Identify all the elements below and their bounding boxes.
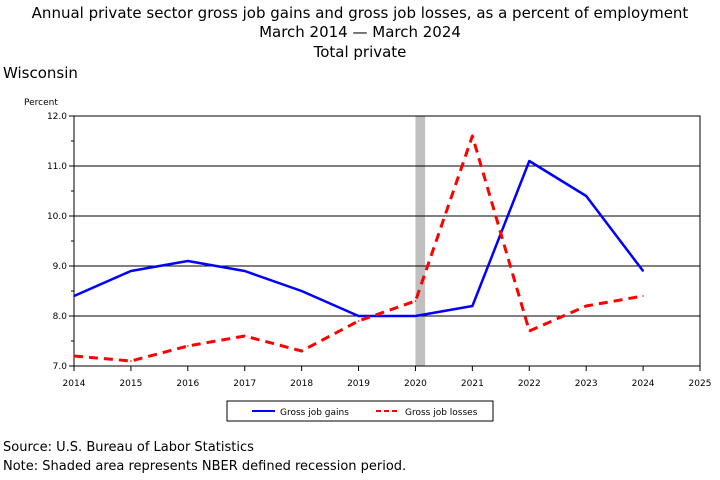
- legend-box: [226, 400, 494, 422]
- data-point: [471, 305, 474, 307]
- region-label: Wisconsin: [3, 64, 78, 82]
- y-axis-label: Percent: [24, 98, 58, 108]
- x-tick-label: 2024: [632, 379, 655, 389]
- plot-frame: [73, 115, 701, 367]
- data-point: [357, 315, 360, 317]
- data-point: [300, 290, 303, 292]
- data-point: [414, 300, 417, 302]
- chart-svg: 7.0 8.0 9.0 10.0 11.0 12.0 2014 2015 2016 2017 201…: [47, 112, 712, 422]
- y-tick-label: 8.0: [53, 312, 68, 322]
- chart-title: Annual private sector gross job gains an…: [31, 4, 689, 22]
- x-tick-label: 2022: [518, 379, 541, 389]
- x-tick-label: 2018: [290, 379, 313, 389]
- data-point: [642, 295, 644, 297]
- data-point: [130, 360, 132, 362]
- legend-label-gains: Gross job gains: [280, 408, 349, 418]
- data-point: [73, 355, 75, 357]
- source-note: Source: U.S. Bureau of Labor Statistics: [3, 440, 254, 455]
- data-point: [357, 320, 360, 322]
- data-point: [243, 335, 246, 337]
- data-point: [243, 270, 246, 272]
- x-tick-label: 2015: [119, 379, 142, 389]
- data-point: [528, 330, 531, 332]
- x-tick-label: 2025: [689, 379, 712, 389]
- y-tick-label: 7.0: [53, 362, 68, 372]
- series-line-gains: [73, 159, 645, 318]
- y-tick-label: 9.0: [53, 262, 68, 272]
- data-point: [585, 195, 587, 197]
- y-tick-label: 12.0: [47, 112, 67, 122]
- recession-note: Note: Shaded area represents NBER define…: [3, 459, 407, 474]
- x-tick-label: 2017: [233, 379, 256, 389]
- data-point: [642, 270, 644, 272]
- x-tick-label: 2021: [461, 379, 484, 389]
- y-tick-label: 11.0: [47, 162, 67, 172]
- chart-subtitle-sector: Total private: [313, 43, 407, 61]
- recession-band: [415, 116, 426, 366]
- x-tick-label: 2016: [176, 379, 199, 389]
- data-point: [471, 135, 474, 137]
- data-point: [585, 305, 587, 307]
- x-tick-label: 2020: [404, 379, 427, 389]
- chart-subtitle-period: March 2014 — March 2024: [259, 23, 461, 41]
- data-point: [300, 350, 303, 352]
- x-tick-label: 2023: [575, 379, 598, 389]
- data-point: [73, 295, 75, 297]
- data-point: [528, 160, 531, 162]
- x-tick-label: 2019: [347, 379, 370, 389]
- data-point: [414, 315, 417, 317]
- data-point: [130, 270, 132, 272]
- series-line-losses: [73, 134, 644, 363]
- data-point: [187, 345, 189, 347]
- y-tick-label: 10.0: [47, 212, 67, 222]
- legend-label-losses: Gross job losses: [405, 408, 478, 418]
- data-point: [187, 260, 189, 262]
- x-tick-label: 2014: [63, 379, 86, 389]
